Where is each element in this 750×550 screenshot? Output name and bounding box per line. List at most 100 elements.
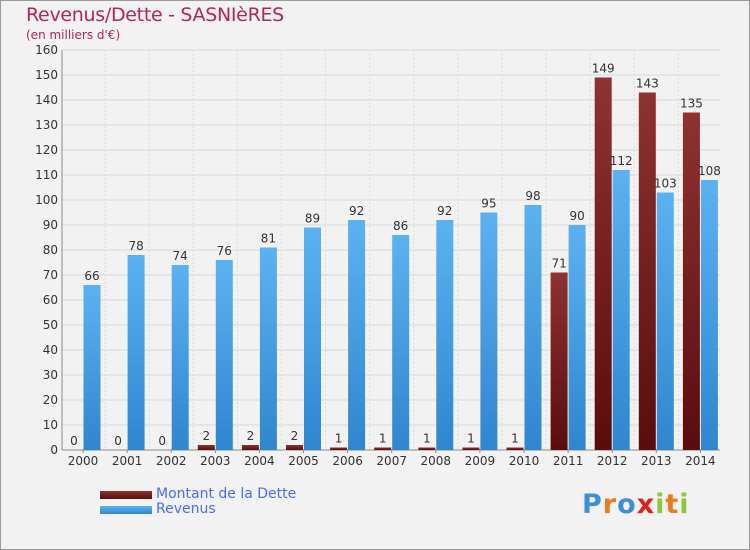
bar-dette bbox=[506, 447, 524, 450]
data-label-revenus: 112 bbox=[610, 154, 633, 168]
y-tick-label: 90 bbox=[43, 218, 58, 232]
data-label-dette: 143 bbox=[636, 77, 659, 91]
data-label-revenus: 81 bbox=[261, 232, 276, 246]
y-tick-label: 10 bbox=[43, 418, 58, 432]
data-label-revenus: 76 bbox=[217, 244, 232, 258]
y-tick-label: 150 bbox=[35, 68, 58, 82]
bar-revenus bbox=[392, 235, 410, 450]
legend-swatch-debt bbox=[100, 491, 152, 499]
bar-dette bbox=[550, 272, 568, 450]
x-tick-label: 2003 bbox=[200, 454, 231, 468]
bar-dette bbox=[286, 445, 303, 450]
data-label-dette: 135 bbox=[680, 97, 703, 111]
y-tick-label: 120 bbox=[35, 143, 58, 157]
data-label-dette: 71 bbox=[551, 257, 566, 271]
bar-revenus bbox=[612, 170, 630, 450]
data-label-revenus: 108 bbox=[698, 164, 721, 178]
bar-revenus bbox=[568, 225, 586, 450]
y-tick-label: 130 bbox=[35, 118, 58, 132]
bar-revenus bbox=[83, 285, 101, 450]
logo-letter: o bbox=[617, 489, 637, 520]
bar-revenus bbox=[436, 220, 454, 450]
bar-dette bbox=[330, 447, 348, 450]
logo-letter: x bbox=[636, 489, 656, 520]
data-label-revenus: 98 bbox=[525, 189, 540, 203]
bar-revenus bbox=[480, 212, 498, 450]
chart-subtitle: (en milliers d'€) bbox=[26, 28, 121, 42]
x-tick-label: 2012 bbox=[597, 454, 628, 468]
data-label-dette: 1 bbox=[467, 432, 475, 446]
bar-revenus bbox=[259, 247, 277, 450]
x-tick-label: 2006 bbox=[332, 454, 363, 468]
data-label-dette: 0 bbox=[70, 434, 78, 448]
legend-label-revenus: Revenus bbox=[156, 501, 216, 517]
data-label-revenus: 78 bbox=[128, 239, 143, 253]
bar-dette bbox=[594, 77, 612, 450]
bar-dette bbox=[197, 445, 215, 450]
y-tick-label: 80 bbox=[43, 243, 58, 257]
bar-revenus bbox=[656, 192, 674, 450]
x-tick-label: 2007 bbox=[376, 454, 407, 468]
data-label-revenus: 95 bbox=[481, 197, 496, 211]
y-tick-label: 60 bbox=[43, 293, 58, 307]
data-label-dette: 2 bbox=[291, 429, 299, 443]
bar-dette bbox=[241, 445, 259, 450]
bar-dette bbox=[418, 447, 436, 450]
bar-revenus bbox=[524, 205, 542, 450]
logo-letter: i bbox=[655, 489, 666, 520]
data-label-revenus: 66 bbox=[84, 269, 99, 283]
y-tick-label: 30 bbox=[43, 368, 58, 382]
data-label-revenus: 74 bbox=[173, 249, 188, 263]
x-tick-label: 2013 bbox=[641, 454, 672, 468]
bars bbox=[83, 77, 718, 450]
y-tick-label: 20 bbox=[43, 393, 58, 407]
data-label-dette: 0 bbox=[114, 434, 122, 448]
bar-dette bbox=[682, 112, 700, 450]
bar-dette bbox=[638, 92, 656, 450]
logo-letter: P bbox=[582, 489, 603, 520]
data-label-dette: 0 bbox=[158, 434, 166, 448]
data-label-dette: 2 bbox=[202, 429, 210, 443]
y-tick-label: 100 bbox=[35, 193, 58, 207]
x-tick-label: 2008 bbox=[421, 454, 452, 468]
bar-revenus bbox=[304, 227, 321, 450]
legend-swatch-revenus bbox=[100, 506, 152, 514]
data-label-revenus: 103 bbox=[654, 177, 677, 191]
bar-dette bbox=[374, 447, 392, 450]
x-tick-label: 2005 bbox=[288, 454, 319, 468]
proxiti-logo: Proxiti bbox=[582, 489, 690, 520]
data-label-revenus: 92 bbox=[349, 204, 364, 218]
chart-title: Revenus/Dette - SASNIèRES bbox=[26, 4, 284, 26]
bar-dette bbox=[462, 447, 480, 450]
bar-revenus bbox=[348, 220, 366, 450]
x-tick-label: 2011 bbox=[553, 454, 584, 468]
data-label-dette: 1 bbox=[423, 432, 431, 446]
x-tick-label: 2002 bbox=[156, 454, 187, 468]
y-tick-label: 50 bbox=[43, 318, 58, 332]
data-label-dette: 1 bbox=[379, 432, 387, 446]
y-tick-label: 70 bbox=[43, 268, 58, 282]
legend-label-debt: Montant de la Dette bbox=[156, 486, 297, 502]
logo-letter: i bbox=[679, 489, 690, 520]
y-tick-label: 160 bbox=[35, 43, 58, 57]
x-tick-label: 2010 bbox=[509, 454, 540, 468]
data-label-revenus: 86 bbox=[393, 219, 408, 233]
y-tick-label: 110 bbox=[35, 168, 58, 182]
axes: 0102030405060708090100110120130140150160… bbox=[35, 43, 720, 468]
logo-letter: t bbox=[665, 489, 680, 520]
data-label-revenus: 89 bbox=[305, 212, 320, 226]
bar-revenus bbox=[171, 265, 189, 450]
bar-revenus bbox=[700, 180, 718, 450]
x-tick-label: 2000 bbox=[68, 454, 99, 468]
data-label-dette: 1 bbox=[335, 432, 343, 446]
x-tick-label: 2014 bbox=[685, 454, 716, 468]
bar-revenus bbox=[215, 260, 233, 450]
data-label-dette: 1 bbox=[511, 432, 519, 446]
data-label-dette: 2 bbox=[247, 429, 255, 443]
y-tick-label: 0 bbox=[50, 443, 58, 457]
logo-letter: r bbox=[602, 489, 618, 520]
x-tick-label: 2009 bbox=[465, 454, 496, 468]
x-tick-label: 2001 bbox=[112, 454, 143, 468]
data-labels: 0 66 0 78 0 74 2 76 2 81 2 89 1 92 1 86 1 92 1 95 1 98 71 90 149… bbox=[70, 62, 721, 449]
